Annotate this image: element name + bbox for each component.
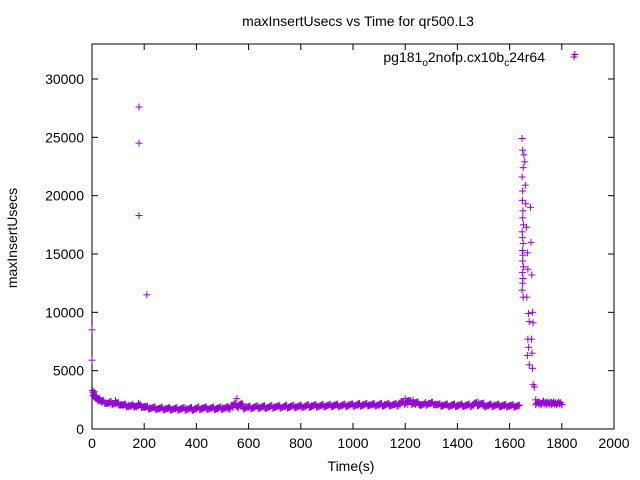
x-tick-label: 2000 [598, 435, 629, 451]
x-tick-label: 800 [289, 435, 313, 451]
legend-label-part: 24r64 [509, 49, 545, 65]
legend-label-part: 2nofp.cx10b [428, 49, 504, 65]
y-tick-label: 30000 [45, 71, 84, 87]
data-point [518, 269, 526, 277]
data-point [571, 51, 579, 58]
data-point [558, 401, 566, 409]
y-axis-label: maxInsertUsecs [4, 188, 20, 288]
data-point [525, 343, 533, 351]
x-tick-label: 400 [185, 435, 209, 451]
data-point [519, 164, 527, 172]
data-point [527, 238, 535, 246]
data-point [135, 103, 143, 111]
data-point [521, 181, 529, 189]
data-point [519, 187, 527, 195]
series-points [88, 51, 579, 414]
y-tick-label: 15000 [45, 246, 84, 262]
data-point [518, 228, 526, 236]
x-tick-label: 1200 [390, 435, 421, 451]
data-point [523, 352, 531, 359]
data-point [143, 291, 151, 299]
data-point [519, 234, 527, 242]
data-point [524, 265, 532, 273]
data-point [528, 271, 536, 279]
x-tick-label: 1800 [546, 435, 577, 451]
data-point [530, 383, 538, 391]
data-point [518, 286, 526, 294]
x-tick-label: 0 [88, 435, 96, 451]
y-ticks: 0 5000 10000 15000 20000 25000 30000 [45, 71, 614, 437]
data-point [520, 151, 528, 159]
data-point [522, 200, 530, 208]
data-point [518, 196, 526, 204]
x-tick-label: 200 [133, 435, 157, 451]
data-point [529, 319, 537, 327]
data-point [519, 146, 527, 154]
data-point [521, 158, 529, 166]
data-point [135, 212, 143, 219]
legend-label: pg181o2nofp.cx10bc24r64 [383, 49, 545, 69]
legend-label-subscript: o [422, 58, 428, 69]
x-tick-label: 1400 [442, 435, 473, 451]
x-tick-label: 1600 [494, 435, 525, 451]
data-point [518, 247, 526, 254]
data-point [525, 318, 533, 326]
legend-label-subscript: c [504, 58, 509, 69]
data-point [524, 310, 532, 317]
data-point [519, 207, 527, 215]
data-point [519, 263, 527, 271]
data-point [519, 257, 527, 265]
data-point [518, 173, 526, 181]
data-point [88, 356, 96, 364]
x-axis-label: Time(s) [328, 458, 375, 474]
data-point [515, 401, 523, 409]
x-tick-label: 600 [237, 435, 261, 451]
y-tick-label: 20000 [45, 188, 84, 204]
data-point [135, 139, 143, 147]
data-point [529, 364, 537, 372]
data-point [519, 214, 527, 222]
data-point [233, 395, 241, 403]
data-point [523, 249, 531, 257]
legend-label-part: pg181 [383, 49, 422, 65]
data-point [523, 223, 531, 231]
data-point [528, 335, 536, 343]
chart-title: maxInsertUsecs vs Time for qr500.L3 [242, 13, 474, 29]
data-point [239, 400, 247, 408]
y-tick-label: 0 [76, 421, 84, 437]
data-point [519, 279, 527, 287]
data-point [526, 203, 534, 211]
x-tick-label: 1000 [337, 435, 368, 451]
data-point [529, 308, 537, 316]
data-point [518, 135, 526, 142]
y-tick-label: 25000 [45, 129, 84, 145]
y-tick-label: 10000 [45, 304, 84, 320]
data-point [88, 326, 96, 334]
data-point [523, 293, 531, 301]
y-tick-label: 5000 [53, 363, 84, 379]
data-point [528, 349, 536, 357]
data-point [525, 361, 533, 369]
data-point [519, 240, 527, 247]
x-ticks: 0 200 400 600 800 1000 1200 1400 1600 1800 2000 [88, 44, 630, 451]
